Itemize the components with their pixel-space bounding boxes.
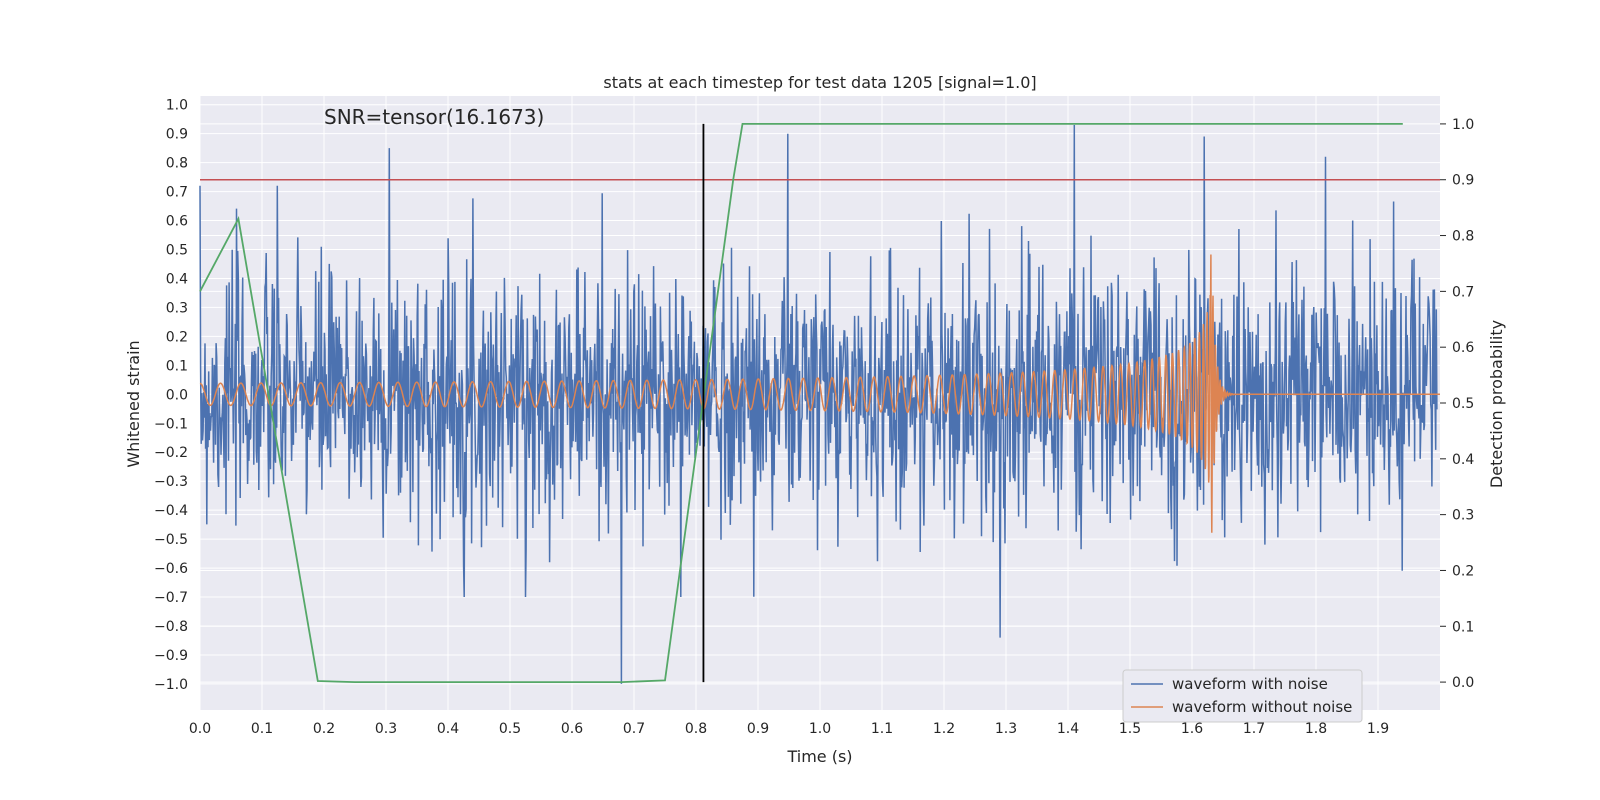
series-layer [199, 123, 1440, 684]
y-axis-label-right: Detection probability [1487, 320, 1506, 488]
y-tick-label: −0.7 [154, 590, 188, 606]
y-tick-label: −0.4 [154, 503, 188, 519]
x-tick-label: 0.9 [747, 721, 769, 737]
x-tick-label: 1.9 [1367, 721, 1389, 737]
y-tick-labels-right: 1.0 0.9 0.8 0.7 0.6 0.5 0.4 0.3 0.2 0.1 0.0 [1440, 117, 1474, 691]
y-axis-label: Whitened strain [124, 340, 143, 467]
x-tick-label: 0.2 [313, 721, 335, 737]
y-tick-label: 0.5 [166, 243, 188, 259]
y-tick-label: −0.5 [154, 532, 188, 548]
y-tick-label-right: 0.4 [1452, 452, 1474, 468]
y-tick-label-right: 0.9 [1452, 173, 1474, 189]
y-tick-label: −0.8 [154, 619, 188, 635]
x-tick-label: 0.7 [623, 721, 645, 737]
x-tick-label: 1.0 [809, 721, 831, 737]
y-tick-label-right: 0.5 [1452, 396, 1474, 412]
x-tick-label: 1.6 [1181, 721, 1203, 737]
x-tick-label: 1.1 [871, 721, 893, 737]
y-tick-label-right: 0.0 [1452, 675, 1474, 691]
y-tick-label: 0.4 [166, 271, 188, 287]
series-waveform-with-noise [199, 124, 1438, 684]
y-tick-label: 0.2 [166, 329, 188, 345]
y-tick-label: 0.0 [166, 387, 188, 403]
x-tick-label: 0.3 [375, 721, 397, 737]
y-tick-label: 0.3 [166, 300, 188, 316]
y-tick-label-right: 1.0 [1452, 117, 1474, 133]
y-tick-label-right: 0.3 [1452, 508, 1474, 524]
x-tick-label: 1.2 [933, 721, 955, 737]
legend-label-noisy: waveform with noise [1172, 675, 1328, 693]
x-tick-label: 0.0 [189, 721, 211, 737]
x-tick-label: 1.5 [1119, 721, 1141, 737]
x-tick-label: 0.6 [561, 721, 583, 737]
x-tick-label: 1.4 [1057, 721, 1079, 737]
chart-title: stats at each timestep for test data 120… [603, 73, 1036, 92]
y-tick-label: 0.1 [166, 358, 188, 374]
legend-label-clean: waveform without noise [1172, 698, 1352, 716]
x-tick-label: 1.3 [995, 721, 1017, 737]
y-tick-label: −0.9 [154, 648, 188, 664]
legend: waveform with noise waveform without noi… [1122, 669, 1363, 723]
legend-box [1122, 669, 1363, 723]
y-tick-label: 0.7 [166, 185, 188, 201]
y-tick-label-right: 0.1 [1452, 619, 1474, 635]
snr-annotation: SNR=tensor(16.1673) [324, 105, 544, 129]
y-tick-label-right: 0.8 [1452, 229, 1474, 245]
x-tick-label: 1.7 [1243, 721, 1265, 737]
series-waveform-without-noise [199, 254, 1440, 533]
x-tick-labels: 0.0 0.1 0.2 0.3 0.4 0.5 0.6 0.7 0.8 0.9 1.0 1.1 1.2 1… [189, 721, 1389, 737]
y-tick-label: −0.3 [154, 474, 188, 490]
y-tick-label-right: 0.6 [1452, 340, 1474, 356]
y-tick-label-right: 0.2 [1452, 563, 1474, 579]
x-tick-label: 0.4 [437, 721, 459, 737]
y-tick-label: −0.2 [154, 445, 188, 461]
y-tick-label: 0.9 [166, 127, 188, 143]
y-tick-label: −0.6 [154, 561, 188, 577]
x-tick-label: 0.5 [499, 721, 521, 737]
x-axis-label: Time (s) [786, 747, 852, 766]
y-tick-label-right: 0.7 [1452, 284, 1474, 300]
x-tick-label: 0.1 [251, 721, 273, 737]
y-tick-label: 0.8 [166, 156, 188, 172]
y-tick-labels-left: 1.0 0.9 0.8 0.7 0.6 0.5 0.4 0.3 0.2 0.1 0.0 −0.1 −0.… [154, 98, 188, 693]
y-tick-label: −0.1 [154, 416, 188, 432]
x-tick-label: 1.8 [1305, 721, 1327, 737]
y-tick-label: 1.0 [166, 98, 188, 114]
x-tick-label: 0.8 [685, 721, 707, 737]
y-tick-label: 0.6 [166, 214, 188, 230]
series-detection-probability [199, 123, 1403, 683]
y-tick-label: −1.0 [154, 677, 188, 693]
